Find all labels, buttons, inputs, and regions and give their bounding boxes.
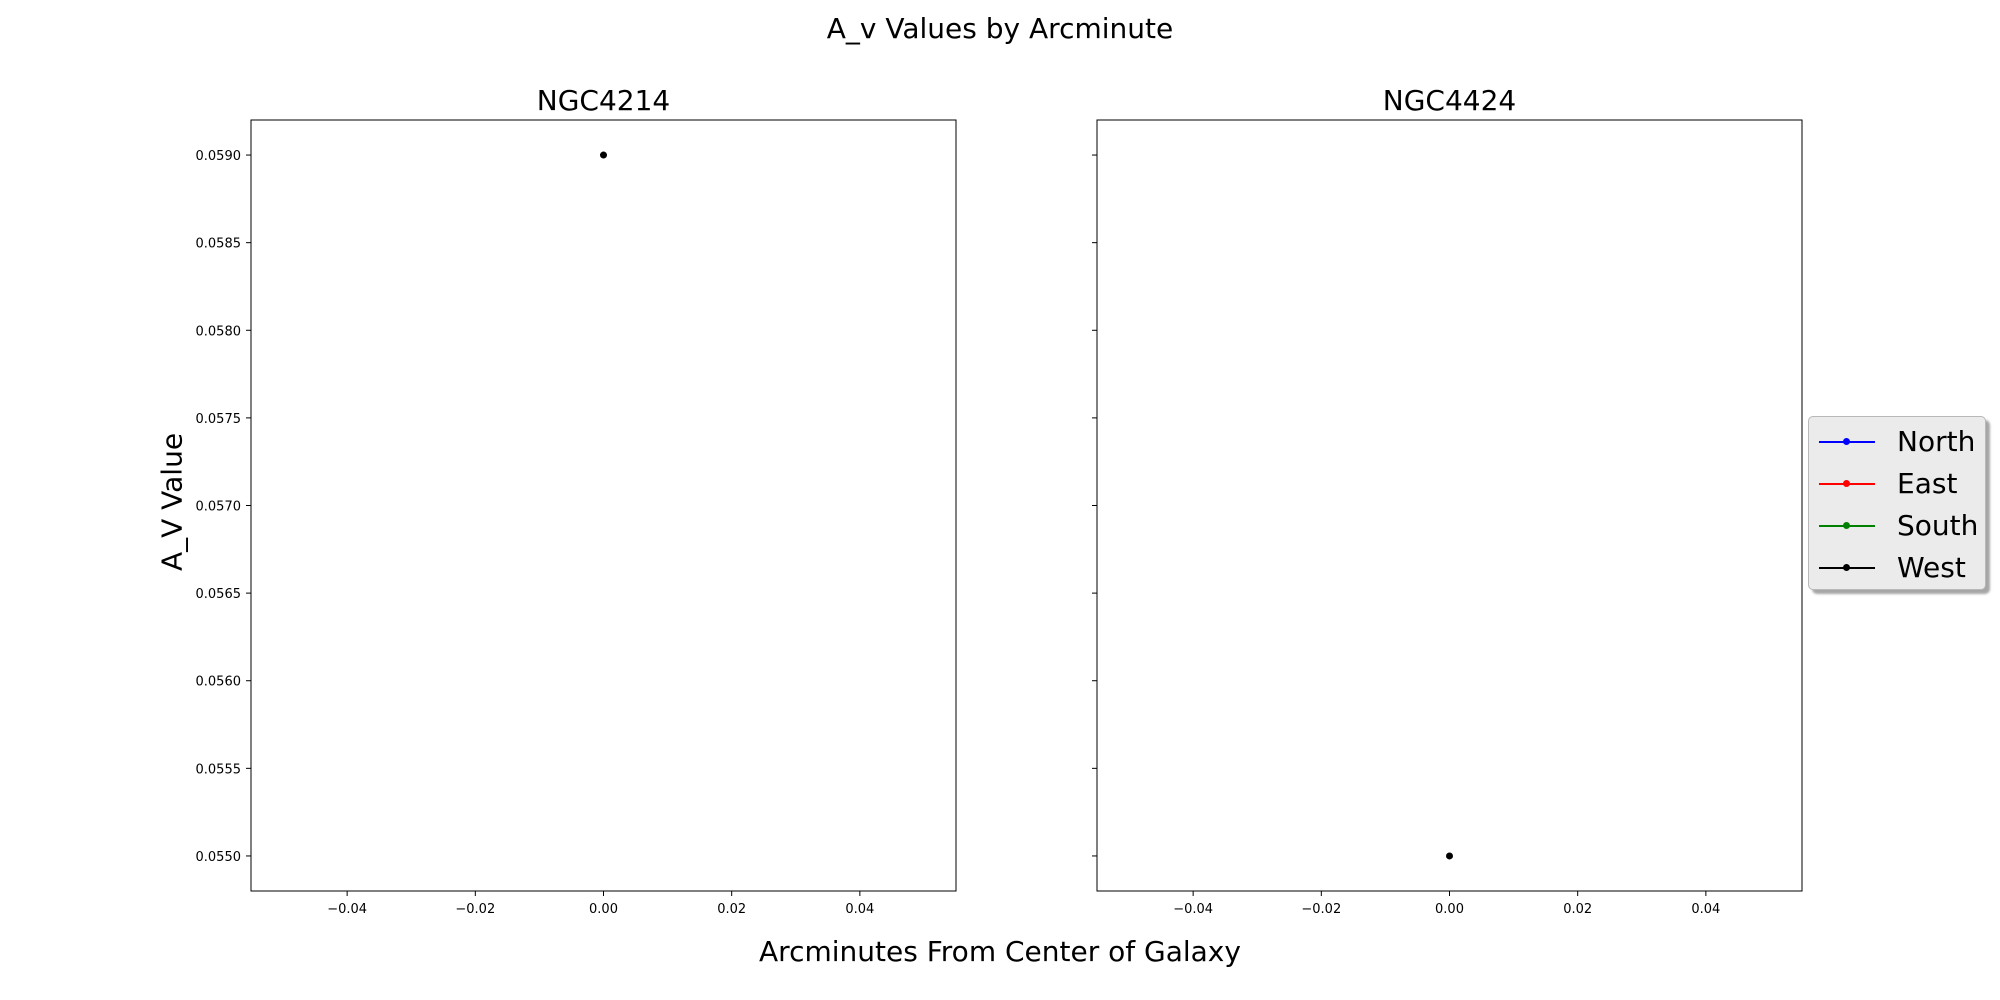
panel-1-xtick-label: −0.02 xyxy=(455,902,495,917)
panel-1-title: NGC4214 xyxy=(537,84,670,117)
panel-2-xtick-label: 0.04 xyxy=(1691,902,1720,917)
panel-2-title: NGC4424 xyxy=(1383,84,1516,117)
panel-2-series-west-point xyxy=(1446,852,1453,860)
panel-1-ytick-label: 0.0565 xyxy=(196,587,242,602)
legend-label-south: South xyxy=(1897,509,1979,542)
x-axis-label: Arcminutes From Center of Galaxy xyxy=(759,935,1241,968)
legend-label-west: West xyxy=(1897,551,1966,584)
panel-1-ytick-label: 0.0590 xyxy=(196,149,242,164)
legend-item-north: North xyxy=(1809,421,1985,463)
panel-1-xtick-label: 0.02 xyxy=(717,902,746,917)
panel-1-ytick-label: 0.0585 xyxy=(196,237,242,252)
legend-marker-north xyxy=(1843,438,1850,445)
panel-1-series-west-point xyxy=(600,151,607,159)
panel-2-xtick-label: −0.02 xyxy=(1301,902,1341,917)
legend-marker-south xyxy=(1843,522,1850,529)
panel-1-xtick-label: −0.04 xyxy=(327,902,367,917)
panel-1-ytick-label: 0.0575 xyxy=(196,412,242,427)
panel-2-xtick-label: 0.02 xyxy=(1563,902,1592,917)
panel-1-ytick-label: 0.0570 xyxy=(196,500,242,515)
legend-marker-east xyxy=(1843,480,1850,487)
panel-1-axes-frame xyxy=(250,119,957,892)
legend: North East South West xyxy=(1808,416,1986,590)
panel-1-xtick-label: 0.00 xyxy=(589,902,618,917)
figure-title: A_v Values by Arcminute xyxy=(826,12,1174,45)
legend-marker-west xyxy=(1843,564,1850,571)
panel-2-xtick-label: −0.04 xyxy=(1173,902,1213,917)
legend-item-south: South xyxy=(1809,505,1985,547)
panel-1-ytick-label: 0.0555 xyxy=(196,762,242,777)
panel-2-axes-frame xyxy=(1096,119,1803,892)
legend-item-west: West xyxy=(1809,547,1985,589)
panel-1-ytick-label: 0.0560 xyxy=(196,675,242,690)
panel-1-ytick-label: 0.0580 xyxy=(196,324,242,339)
panel-1-xtick-label: 0.04 xyxy=(845,902,874,917)
panel-2-xtick-label: 0.00 xyxy=(1435,902,1464,917)
legend-item-east: East xyxy=(1809,463,1985,505)
legend-label-north: North xyxy=(1897,425,1976,458)
panel-1-ytick-label: 0.0550 xyxy=(196,850,242,865)
legend-label-east: East xyxy=(1897,467,1958,500)
